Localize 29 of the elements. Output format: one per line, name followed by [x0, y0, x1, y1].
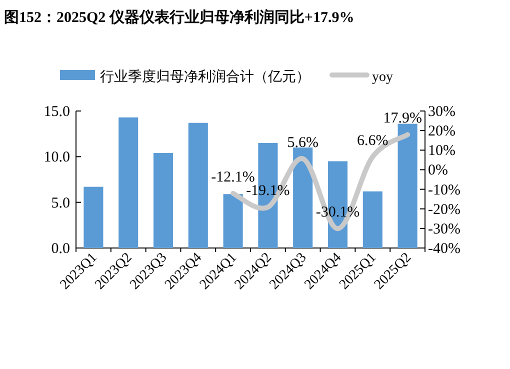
- y2-tick-label: 0%: [428, 162, 448, 179]
- bar: [84, 186, 104, 248]
- bar: [362, 191, 382, 248]
- y2-tick-label: 30%: [428, 104, 456, 120]
- chart-title: 图152：2025Q2 仪器仪表行业归母净利润同比+17.9%: [4, 8, 354, 26]
- y2-tick-label: 20%: [428, 124, 456, 140]
- bar: [398, 124, 418, 248]
- data-label: 17.9%: [383, 110, 422, 127]
- legend-label: 行业季度归母净利润合计（亿元）: [100, 69, 310, 85]
- y-tick-label: 15.0: [44, 104, 70, 120]
- bar: [118, 117, 138, 248]
- data-label: -19.1%: [246, 183, 290, 200]
- y-tick-label: 0.0: [51, 241, 70, 257]
- y2-tick-label: -30%: [428, 221, 460, 238]
- y2-tick-label: 10%: [428, 143, 456, 160]
- data-label: 6.6%: [357, 132, 388, 149]
- bar: [188, 122, 208, 248]
- bar: [293, 148, 313, 248]
- data-label: -30.1%: [316, 204, 360, 221]
- bar: [153, 153, 174, 248]
- bar: [223, 194, 243, 248]
- y-tick-label: 10.0: [44, 150, 70, 166]
- y-tick-label: 5.0: [51, 195, 70, 212]
- data-label: -12.1%: [211, 169, 255, 186]
- legend-label: yoy: [372, 70, 393, 85]
- y2-tick-label: -10%: [428, 182, 460, 198]
- data-label: 5.6%: [287, 134, 318, 151]
- y2-tick-label: -40%: [428, 241, 460, 257]
- y2-tick-label: -20%: [428, 202, 460, 218]
